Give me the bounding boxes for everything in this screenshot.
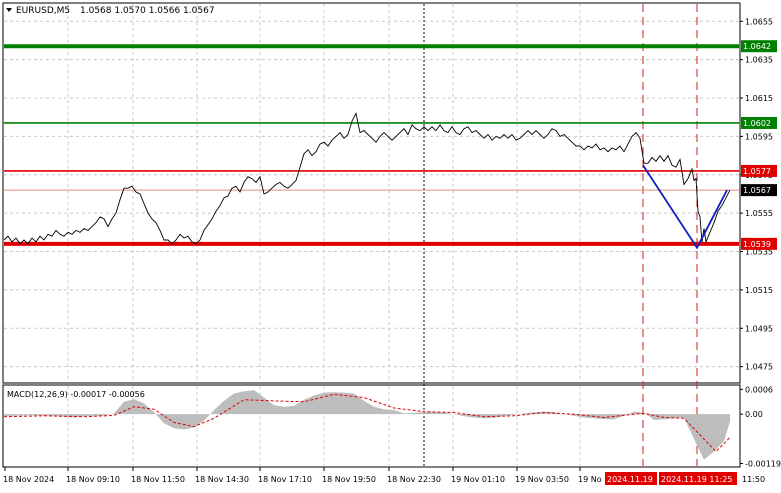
time-marker-bg	[659, 472, 737, 485]
y-tick-label: 1.0595	[745, 132, 773, 141]
macd-histogram	[4, 390, 730, 460]
current-price-tag	[741, 184, 777, 197]
x-tick-label: 18 Nov 09:10	[66, 475, 120, 484]
macd-indicator	[3, 390, 731, 460]
price-line	[3, 112, 731, 245]
macd-axis: 0.0006 0.00 -0.00119	[740, 385, 781, 469]
time-marker-label: 2024.11.19 11:25	[661, 475, 732, 484]
macd-label: MACD(12,26,9) -0.00017 -0.00056	[7, 390, 145, 399]
macd-tick-label: 0.00	[745, 410, 763, 419]
time-marker-label: 2024.11.19	[607, 475, 653, 484]
y-tick-label: 1.0535	[745, 248, 773, 257]
level-price-label: 1.0577	[743, 167, 771, 176]
symbol-label: EURUSD,M5	[16, 6, 70, 16]
level-price-tag	[741, 237, 777, 250]
x-tick-label: 19 Nov 03:50	[515, 475, 569, 484]
current-price-label: 1.0567	[743, 186, 771, 195]
x-tick-label: 19 No	[578, 475, 602, 484]
y-tick-label: 1.0635	[745, 56, 773, 65]
grid	[4, 4, 739, 466]
y-tick-label: 1.0475	[745, 363, 773, 372]
time-axis: 18 Nov 2024 18 Nov 09:10 18 Nov 11:50 18 No…	[3, 467, 765, 485]
level-price-label: 1.0602	[743, 119, 771, 128]
level-lines	[4, 44, 739, 246]
y-tick-label: 1.0615	[745, 94, 773, 103]
macd-tick-label: -0.00119	[745, 460, 781, 469]
price-axis: 1.06551.06351.06151.05951.05751.05551.05…	[740, 17, 777, 372]
level-price-label: 1.0539	[743, 240, 771, 249]
y-tick-label: 1.0515	[745, 286, 773, 295]
time-marker-bg	[605, 472, 657, 485]
price-series	[3, 112, 731, 245]
level-price-tag	[741, 40, 777, 53]
y-tick-label: 1.0495	[745, 324, 773, 333]
chevron-down-icon[interactable]	[6, 8, 12, 12]
main-pane-frame	[2, 2, 741, 384]
x-tick-label: 18 Nov 14:30	[195, 475, 249, 484]
x-tick-label: 19 Nov 01:10	[451, 475, 505, 484]
y-tick-label: 1.0655	[745, 17, 773, 26]
x-tick-label: 18 Nov 19:50	[322, 475, 376, 484]
x-end-label: 11:50	[742, 475, 765, 484]
x-tick-label: 18 Nov 11:50	[131, 475, 185, 484]
blue-trend-path	[642, 164, 728, 250]
annotation-path	[642, 164, 728, 250]
x-tick-label: 18 Nov 17:10	[258, 475, 312, 484]
x-tick-label: 18 Nov 22:30	[387, 475, 441, 484]
macd-pane-frame	[2, 384, 741, 468]
y-tick-label: 1.0555	[745, 209, 773, 218]
vertical-markers	[423, 4, 698, 466]
level-price-label: 1.0642	[743, 42, 771, 51]
x-tick-label: 18 Nov 2024	[3, 475, 54, 484]
level-price-tag	[741, 116, 777, 129]
macd-tick-label: 0.0006	[745, 385, 773, 394]
chart-header: EURUSD,M5 1.0568 1.0570 1.0566 1.0567	[6, 6, 215, 16]
macd-signal-line	[3, 393, 731, 453]
ohlc-label: 1.0568 1.0570 1.0566 1.0567	[80, 6, 215, 16]
level-price-tag	[741, 164, 777, 177]
